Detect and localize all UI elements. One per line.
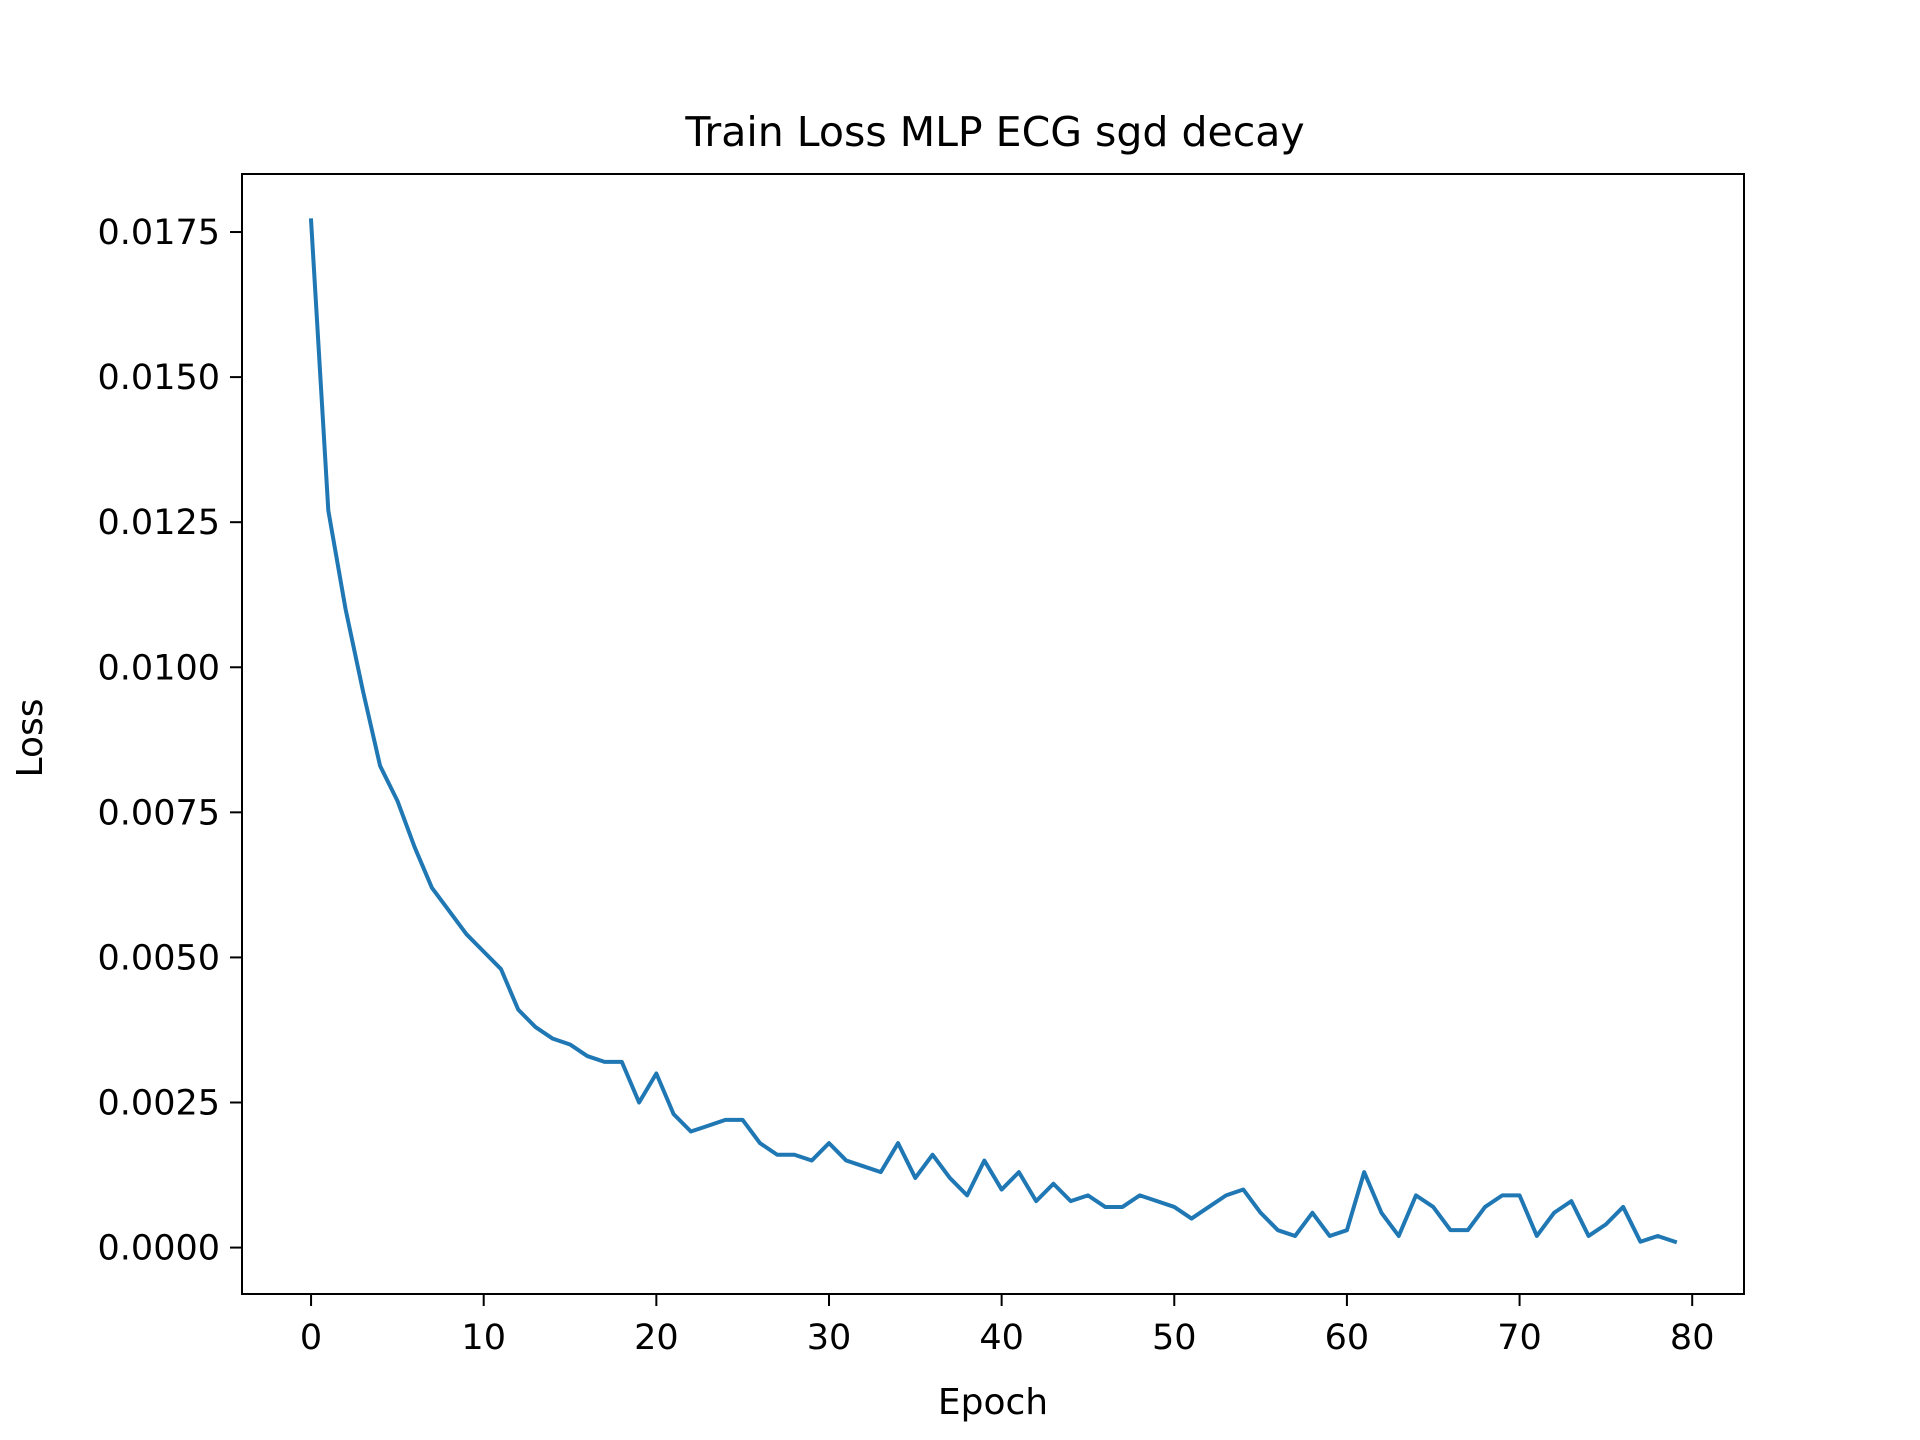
chart-title: Train Loss MLP ECG sgd decay bbox=[684, 108, 1304, 156]
y-tick-label: 0.0025 bbox=[98, 1083, 220, 1123]
y-tick-label: 0.0150 bbox=[98, 358, 220, 398]
x-tick-label: 70 bbox=[1497, 1318, 1542, 1358]
plot-area bbox=[308, 218, 1678, 1245]
y-axis-label: Loss bbox=[10, 699, 51, 778]
x-tick-label: 0 bbox=[300, 1318, 322, 1358]
y-tick-label: 0.0075 bbox=[98, 793, 220, 833]
y-tick-label: 0.0100 bbox=[98, 648, 220, 688]
axes-frame bbox=[241, 173, 1745, 1295]
y-tick-label: 0.0000 bbox=[98, 1229, 220, 1269]
x-tick-label: 10 bbox=[461, 1318, 506, 1358]
series-line bbox=[308, 218, 1678, 1245]
x-tick-label: 30 bbox=[807, 1318, 852, 1358]
y-tick-label: 0.0125 bbox=[98, 503, 220, 543]
tick-marks: 0 10 20 30 40 50 60 70 80 0.0000 0.0025 0.0050 0.007… bbox=[98, 213, 1715, 1358]
x-tick-label: 40 bbox=[979, 1318, 1024, 1358]
x-tick-label: 80 bbox=[1670, 1318, 1715, 1358]
x-axis-label: Epoch bbox=[938, 1382, 1048, 1423]
y-tick-label: 0.0050 bbox=[98, 938, 220, 978]
x-tick-label: 60 bbox=[1325, 1318, 1370, 1358]
x-tick-label: 20 bbox=[634, 1318, 679, 1358]
x-tick-label: 50 bbox=[1152, 1318, 1197, 1358]
y-tick-label: 0.0175 bbox=[98, 213, 220, 253]
